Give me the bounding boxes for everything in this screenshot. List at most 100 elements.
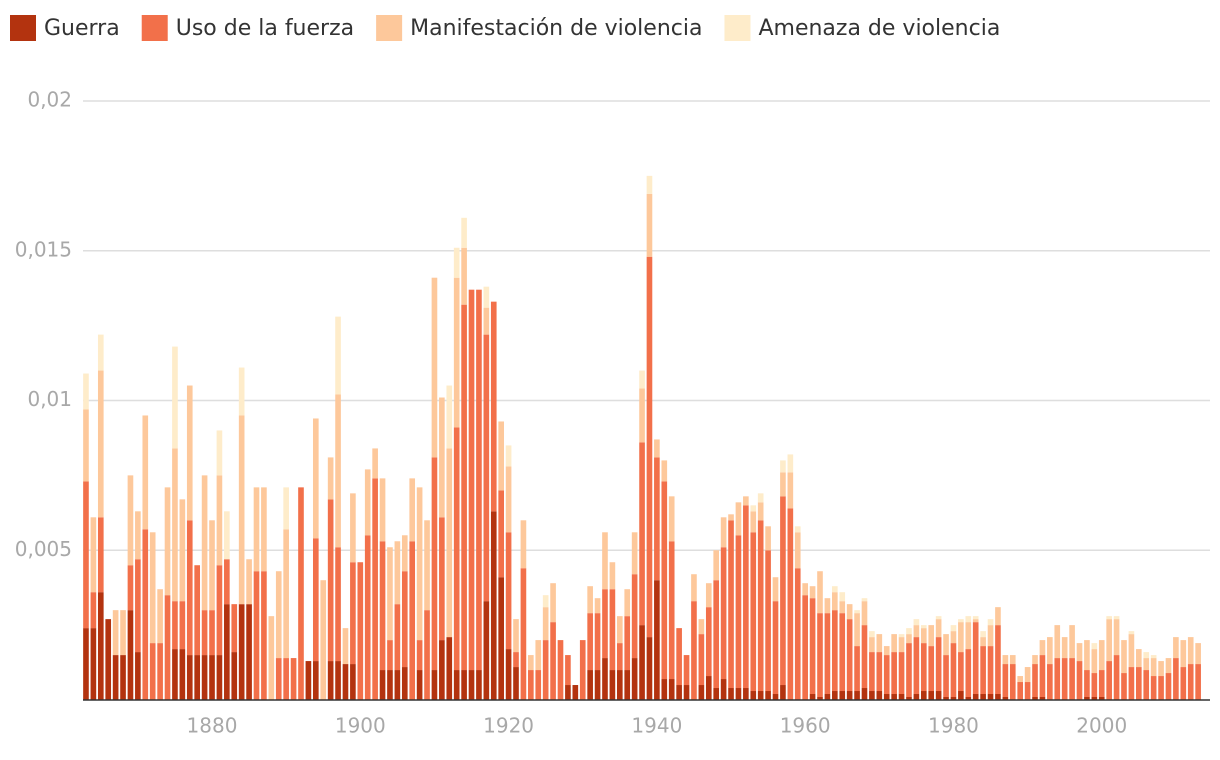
bar-segment	[135, 559, 141, 653]
bar-segment	[401, 535, 408, 572]
bar-segment	[1150, 655, 1157, 659]
bar-segment	[1091, 673, 1098, 698]
bar-segment	[1113, 655, 1120, 700]
bar-segment	[972, 619, 979, 623]
bar-segment	[579, 640, 586, 700]
y-tick-label: 0,005	[15, 537, 72, 561]
bar-segment	[290, 658, 297, 700]
bar-segment	[120, 655, 126, 700]
bar-segment	[327, 457, 334, 500]
bar-segment	[861, 598, 868, 602]
bar-segment	[1069, 625, 1075, 659]
bar-segment	[772, 577, 779, 602]
bar-segment	[149, 532, 156, 644]
bar-segment	[772, 694, 779, 700]
bar-segment	[750, 691, 757, 700]
bar-segment	[201, 475, 208, 611]
bar-segment	[616, 643, 623, 671]
bar-segment	[654, 457, 660, 581]
legend-label: Amenaza de violencia	[758, 16, 1000, 41]
bar-segment	[1091, 649, 1098, 674]
bar-segment	[468, 670, 475, 700]
x-tick-label: 2000	[1076, 714, 1127, 738]
bar-segment	[83, 373, 89, 410]
bar-segment	[928, 691, 935, 700]
bar-segment	[780, 472, 786, 497]
bar-segment	[1173, 637, 1179, 659]
legend-swatch	[376, 15, 403, 41]
bar-segment	[713, 550, 720, 581]
bar-segment	[668, 679, 675, 700]
bar-segment	[609, 670, 616, 700]
bar-segment	[335, 661, 341, 700]
bar-segment	[172, 649, 178, 700]
bar-segment	[298, 487, 304, 700]
bar-segment	[1098, 670, 1105, 698]
bar-segment	[913, 637, 920, 695]
bar-segment	[476, 670, 482, 700]
bar-segment	[1195, 643, 1201, 665]
bar-segment	[350, 493, 356, 563]
bar-segment	[765, 550, 771, 692]
bar-segment	[1150, 658, 1157, 677]
bar-segment	[631, 658, 638, 700]
bar-segment	[817, 571, 823, 614]
bar-segment	[661, 679, 668, 700]
bar-segment	[335, 547, 341, 662]
bar-segment	[453, 427, 460, 671]
bar-segment	[832, 610, 838, 692]
bar-segment	[186, 520, 193, 656]
bar-segment	[869, 637, 875, 653]
bar-segment	[713, 580, 720, 689]
bar-segment	[602, 658, 608, 700]
bar-segment	[839, 691, 846, 700]
bar-segment	[394, 541, 401, 605]
bar-segment	[1091, 643, 1098, 650]
bar-segment	[987, 625, 994, 647]
bar-segment	[90, 628, 97, 700]
bar-segment	[112, 655, 119, 700]
bar-segment	[83, 409, 89, 482]
bar-segment	[743, 496, 749, 506]
bar-segment	[1098, 697, 1105, 700]
bar-segment	[1024, 682, 1031, 700]
bar-segment	[565, 685, 571, 700]
bar-segment	[602, 589, 608, 659]
bar-segment	[987, 646, 994, 695]
bar-segment	[490, 301, 497, 512]
bar-segment	[572, 685, 579, 700]
bar-segment	[958, 691, 964, 700]
bar-segment	[943, 655, 949, 698]
bar-segment	[780, 460, 786, 473]
bar-segment	[861, 601, 868, 626]
bar-segment	[1143, 652, 1150, 659]
bar-segment	[312, 418, 319, 539]
bar-segment	[854, 691, 860, 700]
bar-segment	[172, 601, 178, 650]
bar-segment	[201, 610, 208, 656]
bar-segment	[1032, 655, 1038, 665]
bar-segment	[453, 670, 460, 700]
bar-segment	[179, 499, 186, 602]
bar-segment	[172, 448, 178, 602]
bar-segment	[97, 370, 104, 518]
bar-segment	[135, 511, 141, 560]
bar-segment	[1084, 670, 1090, 698]
bar-segment	[350, 664, 356, 700]
bar-segment	[750, 511, 757, 533]
bar-segment	[261, 487, 267, 572]
bar-segment	[1032, 697, 1038, 700]
bar-segment	[1180, 667, 1187, 700]
bar-segment	[965, 649, 972, 698]
bar-segment	[394, 604, 401, 671]
bar-segment	[794, 532, 801, 569]
bar-segment	[246, 604, 252, 700]
bar-segment	[520, 520, 527, 569]
bar-segment	[705, 676, 712, 700]
bar-segment	[772, 601, 779, 695]
x-tick-label: 1900	[335, 714, 386, 738]
bar-segment	[216, 475, 223, 566]
bar-segment	[231, 604, 238, 653]
bar-segment	[854, 646, 860, 692]
bar-segment	[446, 637, 453, 700]
